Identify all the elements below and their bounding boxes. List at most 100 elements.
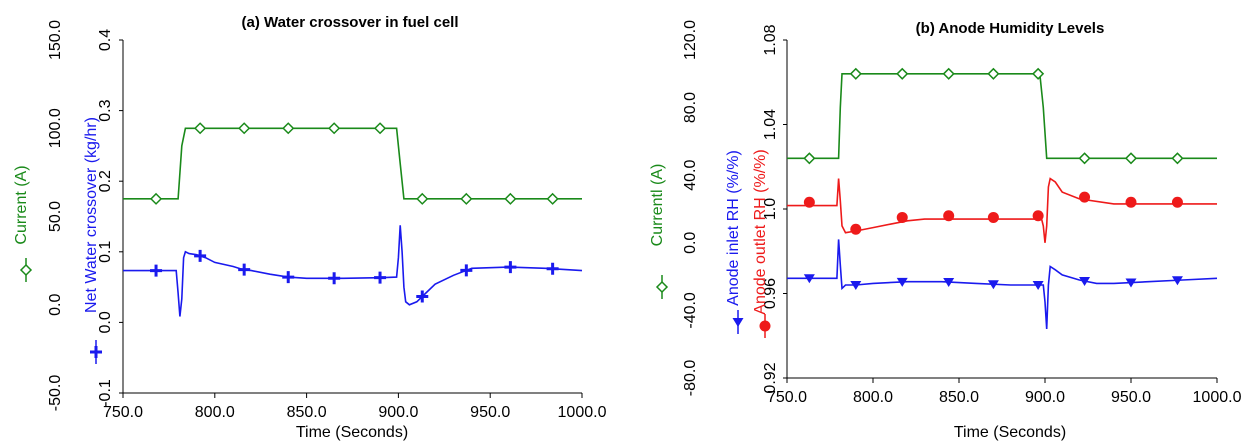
chart-a-x-tick-labels: 750.0 800.0 850.0 900.0 950.0 1000.0 [103,393,607,421]
series-marker [373,122,387,135]
series-marker [849,67,862,80]
series-marker [1032,67,1045,80]
y-tick-label: 0.4 [97,29,114,51]
y-tick-label: 0.3 [97,99,114,121]
series-current [123,122,582,205]
series-net-water-crossover [123,225,583,317]
series-marker [1171,196,1183,208]
series-marker [149,192,163,205]
series-marker [1125,196,1137,208]
legend-marker [732,310,744,334]
series-marker [896,67,909,80]
series-marker [943,278,955,288]
chart-b-x-axis-label: Time (Seconds) [954,424,1066,441]
series-marker [987,67,1000,80]
series-marker [1078,152,1091,165]
series-marker [850,281,862,291]
series-marker [987,211,999,223]
y-tick-label: 0.0 [682,232,699,254]
y-tick-label: 0.92 [762,362,779,393]
x-tick-label: 900.0 [1025,389,1065,406]
chart-a-title: (a) Water crossover in fuel cell [241,14,458,31]
series-marker [416,290,429,303]
series-marker [460,264,473,277]
series-marker [504,261,517,274]
series-marker [1124,152,1138,165]
series-line [787,239,1218,330]
y-tick-label: 120.0 [682,20,699,60]
chart-b-title: (b) Anode Humidity Levels [916,20,1105,37]
series-marker [374,271,387,284]
chart-b-current-axis-label: Currentl (A) [649,164,666,247]
legend-marker [19,258,33,282]
x-tick-label: 750.0 [767,389,807,406]
series-anode-inlet-rh [787,239,1218,330]
series-marker [194,249,207,262]
series-currentl [787,67,1217,165]
legend-symbol [759,320,771,332]
chart-a-legend-markers [19,258,102,364]
chart-b-current-tick-labels: -80.0 -40.0 0.0 40.0 80.0 120.0 [682,20,699,396]
x-tick-label: 850.0 [939,389,979,406]
series-marker [460,192,473,205]
chart-a-water-crossover: (a) Water crossover in fuel cell 750.0 80… [13,14,607,441]
chart-b-legend-markers [655,275,771,338]
series-marker [943,210,955,222]
series-marker [1125,278,1137,288]
series-marker [803,152,816,165]
x-tick-label: 950.0 [1111,389,1151,406]
y-tick-label: 1.08 [762,24,779,55]
series-anode-outlet-rh [787,177,1217,243]
series-marker [803,196,815,208]
series-marker [1032,281,1044,291]
series-marker [896,211,908,223]
x-tick-label: 800.0 [195,404,235,421]
chart-a-current-axis-label: Current (A) [13,165,30,244]
legend-symbol [90,346,102,358]
chart-b-x-tick-labels: 750.0 800.0 850.0 900.0 950.0 1000.0 [767,378,1242,406]
legend-marker [759,314,771,338]
x-tick-label: 900.0 [378,404,418,421]
legend-symbol [655,280,669,294]
legend-marker [655,275,669,299]
series-marker [850,223,862,235]
chart-b-inlet-rh-axis-label: Anode inlet RH (%/%) [725,150,742,306]
y-tick-label: 0.96 [762,278,779,309]
y-tick-label: 0.0 [47,294,64,316]
series-marker [282,122,295,135]
series-marker [194,122,207,135]
x-tick-label: 1000.0 [1193,389,1242,406]
chart-a-plot-area [122,40,583,394]
x-tick-label: 800.0 [853,389,893,406]
series-marker [546,262,559,275]
series-marker [416,192,429,205]
y-tick-label: 40.0 [682,160,699,191]
series-marker [328,272,341,285]
series-marker [1032,210,1044,222]
series-marker [504,192,517,205]
series-line [123,225,583,317]
series-marker [546,192,559,205]
chart-a-crossover-axis-label: Net Water crossover (kg/hr) [83,117,100,313]
series-marker [238,263,251,276]
series-marker [150,264,163,277]
y-tick-label: -40.0 [682,292,699,329]
y-tick-label: 100.0 [47,108,64,148]
y-tick-label: 0.1 [97,241,114,263]
chart-a-current-tick-labels: -50.0 0.0 50.0 100.0 150.0 [47,20,64,411]
y-tick-label: 150.0 [47,20,64,60]
series-marker [896,277,908,287]
x-tick-label: 750.0 [103,404,143,421]
x-tick-label: 1000.0 [558,404,607,421]
y-tick-label: -0.1 [97,379,114,407]
y-tick-label: -80.0 [682,360,699,397]
legend-symbol [19,263,33,277]
series-line [787,73,1217,160]
series-marker [987,280,999,290]
chart-b-anode-humidity: (b) Anode Humidity Levels 750.0 800.0 850.… [649,20,1242,441]
y-tick-label: -50.0 [47,375,64,412]
legend-symbol [732,318,744,327]
legend-marker [90,340,102,364]
chart-a-crossover-tick-labels: -0.1 0.0 0.1 0.2 0.3 0.4 [97,29,123,407]
y-tick-label: 1.0 [762,198,779,220]
